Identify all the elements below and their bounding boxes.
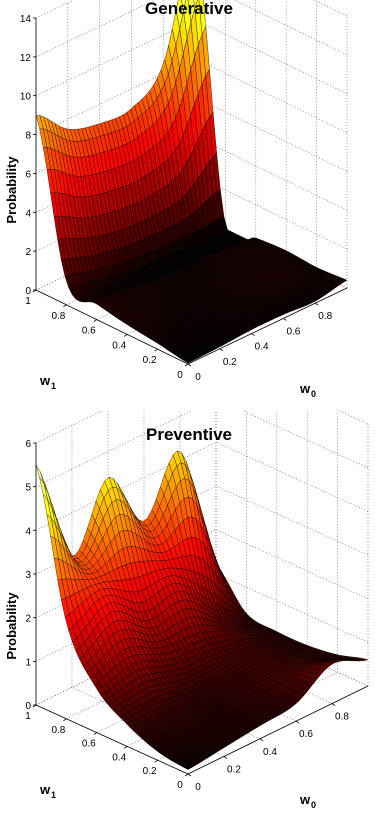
z-tick-label: 6 xyxy=(25,169,31,180)
z-tick-label: 0 xyxy=(25,286,31,297)
y-axis-label-subscript: 1 xyxy=(51,790,56,800)
z-tick-label: 3 xyxy=(25,570,31,581)
z-tick-label: 2 xyxy=(25,614,31,625)
z-axis-label: Probability xyxy=(4,156,19,224)
chart-title: Generative xyxy=(145,0,233,18)
x-tick-label: 0.2 xyxy=(227,764,241,775)
y-tick-label: 1 xyxy=(25,711,31,722)
x-tick-label: 0.4 xyxy=(263,747,277,758)
z-tick-label: 8 xyxy=(25,131,31,142)
x-tick-label: 0.8 xyxy=(318,311,332,322)
z-tick-label: 5 xyxy=(25,483,31,494)
surface xyxy=(35,450,369,770)
y-tick-label: 0.8 xyxy=(51,725,65,736)
y-tick-label: 0.6 xyxy=(82,326,96,337)
x-tick-label: 0 xyxy=(195,372,201,383)
y-tick-label: 0.2 xyxy=(143,766,157,777)
surface-chart-preventive: 00.20.40.60.800.20.40.60.810123456Preven… xyxy=(4,411,369,810)
surface-chart-generative: 00.20.40.60.800.20.40.60.8102468101214Ge… xyxy=(4,0,348,399)
y-tick-label: 1 xyxy=(25,296,31,307)
x-tick-label: 0.6 xyxy=(299,729,313,740)
x-tick-label: 0.4 xyxy=(255,342,269,353)
x-tick-label: 0 xyxy=(195,782,201,793)
x-axis-label-subscript: 0 xyxy=(311,389,316,399)
y-axis-label-main: w xyxy=(39,373,51,388)
z-tick-label: 14 xyxy=(20,14,32,25)
y-tick-label: 0 xyxy=(177,370,183,381)
y-tick-label: 0 xyxy=(177,780,183,791)
axes xyxy=(35,18,348,365)
x-axis-label-main: w xyxy=(299,792,311,807)
y-axis-label-main: w xyxy=(39,782,51,797)
chart-title: Preventive xyxy=(146,425,232,444)
z-tick-label: 2 xyxy=(25,247,31,258)
z-tick-label: 0 xyxy=(25,701,31,712)
z-tick-label: 1 xyxy=(25,657,31,668)
z-tick-label: 10 xyxy=(20,92,32,103)
x-tick-label: 0.8 xyxy=(335,712,349,723)
z-tick-label: 4 xyxy=(25,208,31,219)
y-axis-label-subscript: 1 xyxy=(51,381,56,391)
z-tick-label: 4 xyxy=(25,526,31,537)
z-axis-label: Probability xyxy=(4,592,19,660)
y-tick-label: 0.4 xyxy=(112,752,126,763)
x-axis-label-main: w xyxy=(299,381,311,396)
y-tick-label: 0.4 xyxy=(112,340,126,351)
surface xyxy=(35,0,348,364)
x-tick-label: 0.2 xyxy=(223,357,237,368)
x-tick-label: 0.6 xyxy=(286,326,300,337)
y-tick-label: 0.6 xyxy=(82,739,96,750)
y-tick-label: 0.2 xyxy=(143,355,157,366)
z-tick-label: 6 xyxy=(25,439,31,450)
x-axis-label-subscript: 0 xyxy=(311,800,316,810)
z-tick-label: 12 xyxy=(20,53,32,64)
y-tick-label: 0.8 xyxy=(51,311,65,322)
